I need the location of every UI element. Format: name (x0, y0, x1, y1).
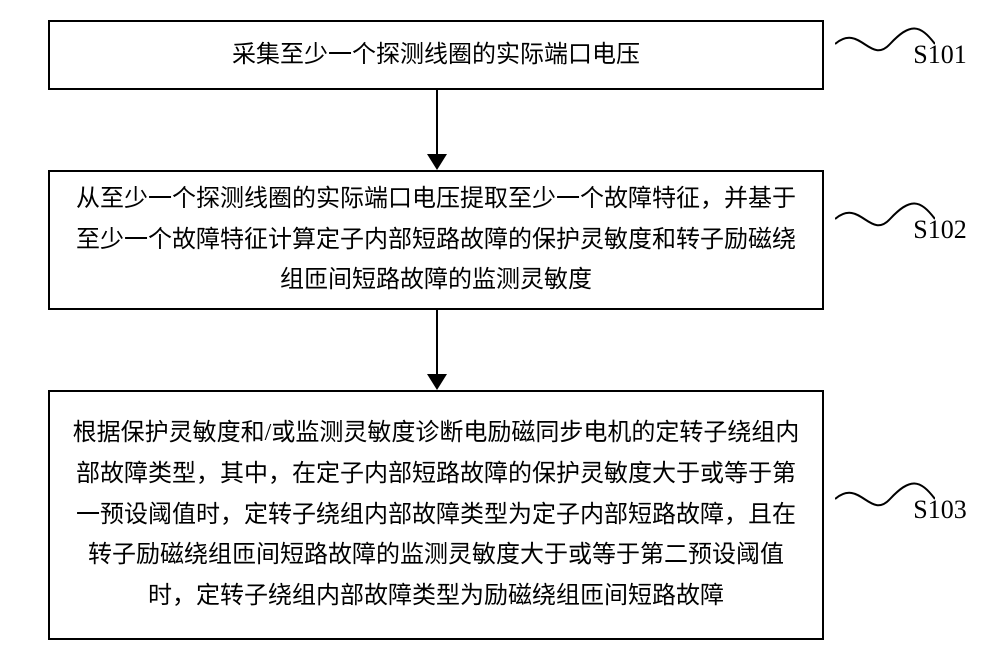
step-box-s102: 从至少一个探测线圈的实际端口电压提取至少一个故障特征，并基于至少一个故障特征计算… (48, 170, 824, 310)
step-label-s101: S101 (913, 40, 966, 70)
step-label-s102: S102 (913, 215, 966, 245)
step-text-s103: 根据保护灵敏度和/或监测灵敏度诊断电励磁同步电机的定转子绕组内部故障类型，其中，… (70, 413, 802, 617)
step-text-s102: 从至少一个探测线圈的实际端口电压提取至少一个故障特征，并基于至少一个故障特征计算… (70, 179, 802, 301)
arrow-head-icon (427, 154, 447, 170)
arrow-line-1 (436, 90, 438, 154)
step-label-s103: S103 (913, 495, 966, 525)
arrow-line-2 (436, 310, 438, 374)
step-text-s101: 采集至少一个探测线圈的实际端口电压 (70, 35, 802, 76)
step-box-s101: 采集至少一个探测线圈的实际端口电压 (48, 20, 824, 90)
arrow-head-icon (427, 374, 447, 390)
flowchart-canvas: 采集至少一个探测线圈的实际端口电压 S101 从至少一个探测线圈的实际端口电压提… (0, 0, 1000, 666)
step-box-s103: 根据保护灵敏度和/或监测灵敏度诊断电励磁同步电机的定转子绕组内部故障类型，其中，… (48, 390, 824, 640)
